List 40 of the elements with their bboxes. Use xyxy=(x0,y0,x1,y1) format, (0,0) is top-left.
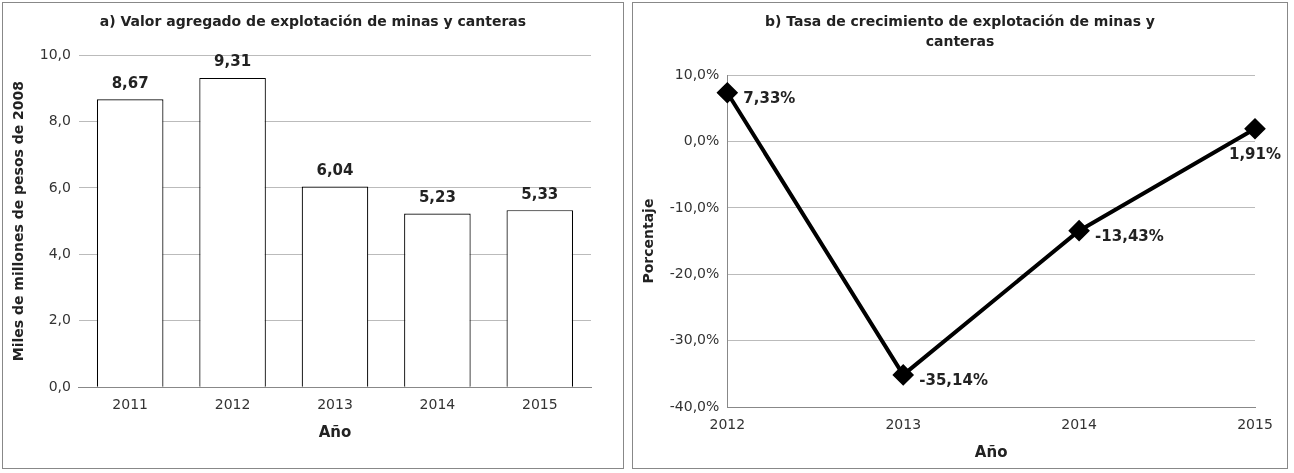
point xyxy=(1069,220,1090,241)
data-label: 5,23 xyxy=(418,187,456,206)
y-tick-label: -40,0% xyxy=(669,397,720,414)
x-tick-label: 2011 xyxy=(112,396,148,413)
data-label: 9,31 xyxy=(214,52,252,71)
data-label: 6,04 xyxy=(316,160,354,179)
x-tick-label: 2013 xyxy=(885,416,922,433)
y-tick-label: 2,0 xyxy=(48,311,71,328)
point xyxy=(717,82,738,103)
x-tick-label: 2014 xyxy=(419,396,456,413)
data-label: 8,67 xyxy=(111,73,149,92)
y-tick-label: -20,0% xyxy=(669,264,720,281)
y-tick-label: 0,0% xyxy=(683,132,720,149)
chart-title: b) Tasa de crecimiento de explotación de minas y canteras xyxy=(764,12,1156,51)
data-label: -13,43% xyxy=(1095,226,1164,245)
x-tick-label: 2014 xyxy=(1061,416,1098,433)
x-axis-title: Año xyxy=(974,442,1008,461)
x-axis-title: Año xyxy=(318,422,352,441)
y-tick-label: 4,0 xyxy=(48,244,71,261)
point xyxy=(1245,118,1265,139)
x-tick-label: 2013 xyxy=(317,396,353,413)
x-tick-label: 2015 xyxy=(1237,416,1273,433)
x-tick-label: 2012 xyxy=(709,416,746,433)
data-label: 7,33% xyxy=(743,88,796,107)
y-tick-label: 6,0 xyxy=(48,178,71,195)
y-tick-label: -10,0% xyxy=(669,198,720,215)
x-tick-label: 2015 xyxy=(521,396,558,413)
chart-title: a) Valor agregado de explotación de minas y canteras xyxy=(98,12,528,31)
data-label: 5,33 xyxy=(521,184,559,203)
y-axis-title: Porcentaje xyxy=(640,198,657,284)
y-tick-label: -30,0% xyxy=(669,331,720,348)
x-tick-label: 2012 xyxy=(214,396,251,413)
y-tick-label: 10,0 xyxy=(39,45,71,62)
point xyxy=(893,364,914,385)
y-tick-label: 8,0 xyxy=(48,112,71,129)
y-tick-label: 0,0 xyxy=(48,377,71,394)
y-axis-title: Miles de millones de pesos de 2008 xyxy=(10,80,27,362)
data-label: 1,91% xyxy=(1228,144,1282,163)
data-label: -35,14% xyxy=(919,370,988,389)
y-tick-label: 10,0% xyxy=(674,65,720,82)
